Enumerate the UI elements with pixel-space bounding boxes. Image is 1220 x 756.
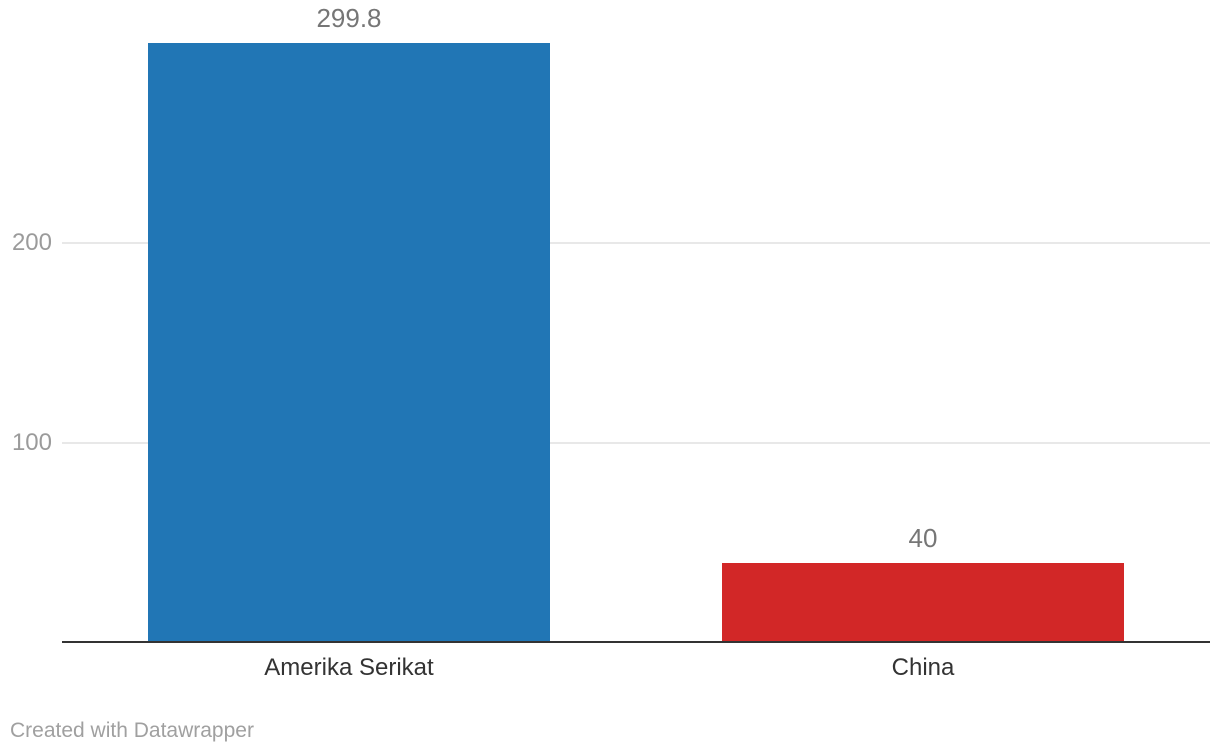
bar-amerika-serikat[interactable] <box>148 43 550 643</box>
y-tick-label-100: 100 <box>11 429 52 456</box>
gridline-200 <box>62 242 1210 244</box>
value-label-amerika-serikat: 299.8 <box>316 3 382 34</box>
gridline-100 <box>62 442 1210 444</box>
category-label-amerika-serikat: Amerika Serikat <box>264 654 434 681</box>
category-label-china: China <box>891 654 955 681</box>
x-axis-line <box>62 641 1210 643</box>
y-tick-label-200: 200 <box>11 229 52 256</box>
datawrapper-attribution[interactable]: Created with Datawrapper <box>10 719 254 742</box>
value-label-china: 40 <box>908 523 938 553</box>
bar-china[interactable] <box>722 563 1124 643</box>
